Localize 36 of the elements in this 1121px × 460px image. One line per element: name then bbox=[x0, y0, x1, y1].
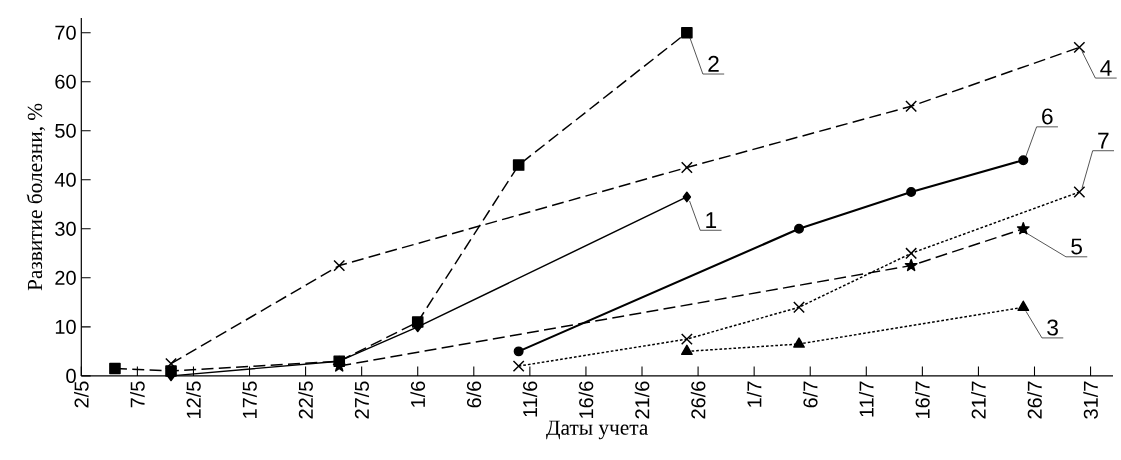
x-tick-label: 7/5 bbox=[130, 381, 145, 408]
y-tick-label: 0 bbox=[66, 368, 76, 384]
x-tick-label: 6/6 bbox=[466, 381, 482, 408]
series-label: 6 bbox=[1042, 108, 1053, 125]
x-tick-label: 17/5 bbox=[242, 381, 257, 419]
x-tick-label: 26/6 bbox=[690, 381, 706, 419]
y-tick-label: 70 bbox=[55, 25, 76, 40]
series-label: 3 bbox=[1047, 319, 1058, 336]
series-label: 5 bbox=[1071, 238, 1082, 255]
y-axis-title: Развитие болезни, % bbox=[26, 103, 46, 291]
y-tick-label: 10 bbox=[55, 319, 76, 334]
x-tick-label: 26/7 bbox=[1027, 381, 1042, 419]
x-tick-label: 1/6 bbox=[410, 381, 426, 407]
y-tick-label: 60 bbox=[55, 74, 76, 89]
x-tick-label: 21/6 bbox=[634, 381, 650, 419]
x-tick-label: 1/7 bbox=[746, 381, 762, 407]
series-label: 4 bbox=[1100, 60, 1112, 76]
y-tick-label: 50 bbox=[55, 123, 76, 138]
x-axis-title: Даты учета bbox=[546, 420, 649, 440]
x-tick-label: 6/7 bbox=[802, 381, 818, 408]
x-tick-label: 2/5 bbox=[73, 381, 89, 408]
x-tick-label: 27/5 bbox=[354, 381, 369, 419]
x-tick-label: 31/7 bbox=[1083, 381, 1098, 419]
x-tick-label: 22/5 bbox=[298, 381, 313, 419]
x-tick-label: 16/6 bbox=[578, 381, 594, 419]
x-tick-label: 11/6 bbox=[522, 381, 538, 417]
x-tick-label: 12/5 bbox=[186, 381, 201, 419]
series-label: 1 bbox=[706, 212, 717, 228]
y-tick-label: 40 bbox=[54, 172, 76, 187]
y-tick-label: 20 bbox=[55, 270, 76, 285]
x-tick-label: 21/7 bbox=[971, 381, 986, 419]
series-label: 2 bbox=[708, 55, 719, 72]
y-tick-label: 30 bbox=[55, 221, 76, 236]
series-label: 7 bbox=[1098, 132, 1109, 149]
x-tick-label: 16/7 bbox=[915, 381, 930, 419]
x-tick-label: 11/7 bbox=[858, 381, 874, 417]
